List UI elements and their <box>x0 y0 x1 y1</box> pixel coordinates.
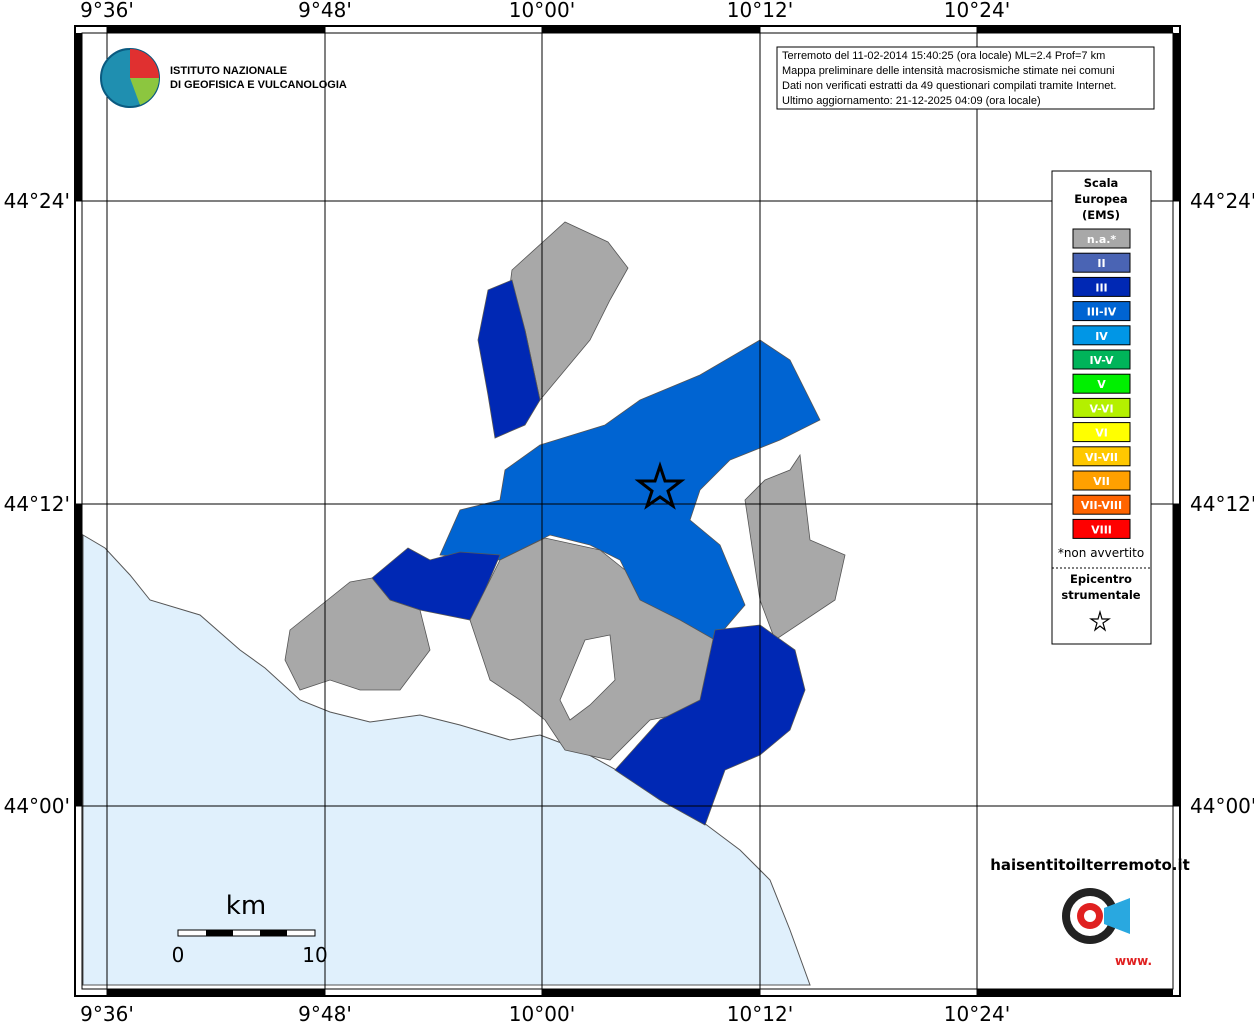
lon-label: 9°48' <box>298 1002 352 1024</box>
info-line: Ultimo aggiornamento: 21-12-2025 04:09 (… <box>782 95 1041 107</box>
legend-label: IV-V <box>1089 354 1114 367</box>
watermark-logo: haisentitoilterremoto.it www. <box>990 856 1190 968</box>
legend-label: VI-VII <box>1085 451 1118 464</box>
scale-bar: km 0 10 <box>172 891 328 967</box>
municipalities <box>284 221 846 826</box>
legend-star <box>1089 609 1111 632</box>
scale-label: 0 <box>172 943 185 967</box>
legend-label: III-IV <box>1087 306 1117 319</box>
legend-label: V <box>1097 378 1106 391</box>
lat-label: 44°12' <box>4 492 70 516</box>
info-line: Terremoto del 11-02-2014 15:40:25 (ora l… <box>782 50 1105 62</box>
legend-epicenter: Epicentro <box>1070 572 1132 586</box>
watermark-text: haisentitoilterremoto.it <box>990 856 1190 874</box>
lat-label: 44°24' <box>1190 189 1254 213</box>
logo-line: ISTITUTO NAZIONALE <box>170 65 287 77</box>
epicenter-star <box>634 461 686 510</box>
lon-label: 9°36' <box>80 0 134 22</box>
legend-title: Scala <box>1084 176 1119 190</box>
legend-title: (EMS) <box>1082 208 1120 222</box>
graticule <box>75 26 1180 996</box>
legend-label: II <box>1097 257 1105 270</box>
watermark-text: www. <box>1115 954 1152 968</box>
legend-swatch <box>1072 325 1131 346</box>
legend-swatch <box>1072 252 1131 273</box>
lon-label: 10°24' <box>944 1002 1010 1024</box>
legend-swatch <box>1072 397 1131 418</box>
lon-label: 10°12' <box>727 1002 793 1024</box>
legend-epicenter: strumentale <box>1061 588 1140 602</box>
lat-label: 44°24' <box>4 189 70 213</box>
ingv-logo: ISTITUTO NAZIONALE DI GEOFISICA E VULCAN… <box>100 48 347 108</box>
legend-swatch <box>1072 349 1131 370</box>
lat-label: 44°00' <box>4 794 70 818</box>
map-area <box>74 25 1181 997</box>
legend-label: IV <box>1095 330 1108 343</box>
legend-title: Europea <box>1074 192 1127 206</box>
lon-label: 10°00' <box>509 1002 575 1024</box>
lat-label: 44°12' <box>1190 492 1254 516</box>
lat-label: 44°00' <box>1190 794 1254 818</box>
sea <box>82 534 811 986</box>
logo-line: DI GEOFISICA E VULCANOLOGIA <box>170 79 347 91</box>
legend-swatch <box>1072 446 1131 467</box>
info-line: Dati non verificati estratti da 49 quest… <box>782 80 1116 92</box>
legend-swatch <box>1072 373 1131 394</box>
legend: Scala Europea (EMS) *non avvertito Epice… <box>1051 170 1152 645</box>
legend-label: n.a.* <box>1087 233 1117 246</box>
legend-label: V-VI <box>1089 402 1113 415</box>
legend-label: VI <box>1095 427 1108 440</box>
legend-swatch <box>1072 470 1131 491</box>
lon-label: 10°24' <box>944 0 1010 22</box>
legend-label: III <box>1095 281 1107 294</box>
scale-unit: km <box>226 891 266 921</box>
legend-swatch <box>1072 301 1131 322</box>
axis-labels: 9°36' 9°36' 9°48' 9°48' 10°00' 10°00' 10°12' 10… <box>4 0 1254 1024</box>
lon-label: 9°36' <box>80 1002 134 1024</box>
scale-label: 10 <box>302 943 327 967</box>
legend-swatch <box>1072 518 1131 539</box>
legend-label: VII <box>1093 475 1110 488</box>
info-box: Terremoto del 11-02-2014 15:40:25 (ora l… <box>776 46 1155 110</box>
lon-label: 9°48' <box>298 0 352 22</box>
legend-swatch <box>1072 276 1131 297</box>
legend-swatch <box>1072 228 1131 249</box>
legend-label: VIII <box>1091 523 1112 536</box>
legend-swatch <box>1072 422 1131 443</box>
frame <box>74 25 1181 997</box>
lon-label: 10°00' <box>509 0 575 22</box>
legend-label: VII-VIII <box>1081 499 1122 512</box>
info-line: Mappa preliminare delle intensità macros… <box>782 65 1115 77</box>
legend-swatch <box>1072 494 1131 515</box>
legend-note: *non avvertito <box>1058 546 1144 560</box>
lon-label: 10°12' <box>727 0 793 22</box>
